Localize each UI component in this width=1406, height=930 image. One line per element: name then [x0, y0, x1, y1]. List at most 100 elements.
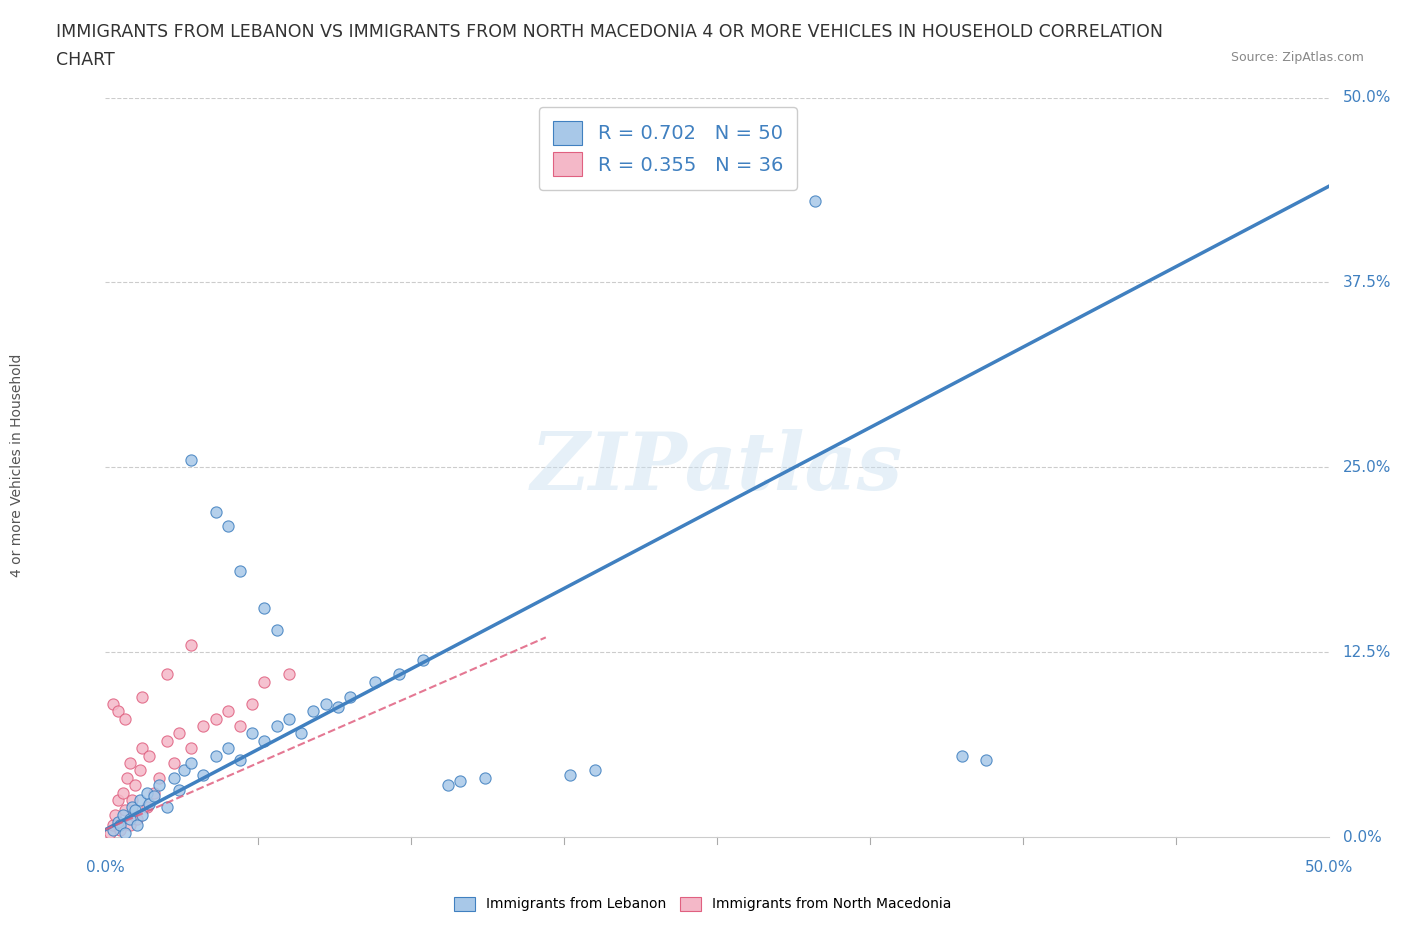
- Point: [167, 726, 190, 741]
- Point: [180, 741, 202, 756]
- Point: [138, 797, 160, 812]
- Point: [136, 785, 159, 800]
- Point: [290, 726, 312, 741]
- Point: [560, 767, 582, 782]
- Text: 0.0%: 0.0%: [86, 860, 125, 875]
- Point: [193, 719, 215, 734]
- Point: [204, 504, 226, 519]
- Point: [278, 711, 301, 726]
- Point: [173, 763, 195, 777]
- Text: 37.5%: 37.5%: [1343, 275, 1391, 290]
- Point: [131, 807, 153, 822]
- Point: [138, 749, 160, 764]
- Point: [131, 741, 153, 756]
- Point: [124, 777, 146, 792]
- Point: [412, 652, 434, 667]
- Point: [148, 770, 170, 785]
- Point: [217, 519, 239, 534]
- Text: 4 or more Vehicles in Household: 4 or more Vehicles in Household: [10, 353, 24, 577]
- Text: 12.5%: 12.5%: [1343, 644, 1391, 659]
- Point: [98, 825, 121, 840]
- Point: [388, 667, 411, 682]
- Point: [278, 667, 301, 682]
- Point: [163, 770, 186, 785]
- Text: 50.0%: 50.0%: [1343, 90, 1391, 105]
- Point: [114, 711, 136, 726]
- Point: [167, 782, 190, 797]
- Point: [143, 788, 166, 803]
- Point: [804, 193, 827, 208]
- Point: [583, 763, 606, 777]
- Point: [229, 564, 252, 578]
- Text: CHART: CHART: [56, 51, 115, 69]
- Point: [117, 770, 139, 785]
- Point: [474, 770, 496, 785]
- Point: [155, 800, 177, 815]
- Point: [363, 674, 385, 689]
- Text: Source: ZipAtlas.com: Source: ZipAtlas.com: [1230, 51, 1364, 64]
- Point: [155, 734, 177, 749]
- Point: [107, 815, 129, 830]
- Point: [180, 637, 202, 652]
- Point: [118, 812, 141, 827]
- Point: [111, 785, 134, 800]
- Point: [240, 726, 263, 741]
- Point: [131, 689, 153, 704]
- Point: [437, 777, 460, 792]
- Point: [118, 755, 141, 770]
- Point: [326, 699, 349, 714]
- Point: [114, 803, 136, 817]
- Point: [136, 800, 159, 815]
- Point: [121, 792, 143, 807]
- Text: 0.0%: 0.0%: [1343, 830, 1382, 844]
- Point: [104, 807, 127, 822]
- Point: [339, 689, 361, 704]
- Point: [950, 749, 973, 764]
- Point: [180, 755, 202, 770]
- Point: [253, 601, 276, 616]
- Point: [127, 817, 149, 832]
- Point: [266, 719, 288, 734]
- Text: ZIPatlas: ZIPatlas: [531, 429, 903, 506]
- Point: [107, 704, 129, 719]
- Point: [128, 763, 150, 777]
- Point: [101, 817, 124, 832]
- Point: [240, 697, 263, 711]
- Text: 50.0%: 50.0%: [1305, 860, 1353, 875]
- Point: [118, 817, 141, 832]
- Point: [217, 704, 239, 719]
- Legend: Immigrants from Lebanon, Immigrants from North Macedonia: Immigrants from Lebanon, Immigrants from…: [447, 890, 959, 919]
- Point: [253, 734, 276, 749]
- Point: [121, 800, 143, 815]
- Point: [204, 749, 226, 764]
- Text: IMMIGRANTS FROM LEBANON VS IMMIGRANTS FROM NORTH MACEDONIA 4 OR MORE VEHICLES IN: IMMIGRANTS FROM LEBANON VS IMMIGRANTS FR…: [56, 23, 1163, 41]
- Point: [193, 767, 215, 782]
- Point: [180, 453, 202, 468]
- Point: [101, 697, 124, 711]
- Point: [315, 697, 337, 711]
- Point: [302, 704, 325, 719]
- Point: [974, 752, 997, 767]
- Point: [266, 622, 288, 637]
- Point: [449, 774, 471, 789]
- Point: [155, 667, 177, 682]
- Point: [108, 817, 131, 832]
- Point: [128, 792, 150, 807]
- Point: [229, 752, 252, 767]
- Point: [111, 807, 134, 822]
- Text: 25.0%: 25.0%: [1343, 459, 1391, 475]
- Point: [253, 674, 276, 689]
- Point: [148, 777, 170, 792]
- Point: [108, 822, 131, 837]
- Point: [143, 785, 166, 800]
- Point: [124, 803, 146, 817]
- Point: [114, 825, 136, 840]
- Point: [163, 755, 186, 770]
- Point: [217, 741, 239, 756]
- Point: [229, 719, 252, 734]
- Point: [204, 711, 226, 726]
- Point: [127, 812, 149, 827]
- Point: [101, 822, 124, 837]
- Legend: R = 0.702   N = 50, R = 0.355   N = 36: R = 0.702 N = 50, R = 0.355 N = 36: [540, 107, 797, 190]
- Point: [107, 792, 129, 807]
